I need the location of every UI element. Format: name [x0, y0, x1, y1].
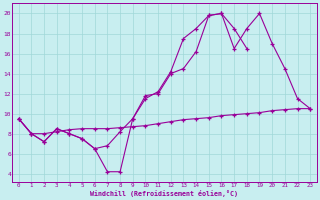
X-axis label: Windchill (Refroidissement éolien,°C): Windchill (Refroidissement éolien,°C): [91, 190, 238, 197]
